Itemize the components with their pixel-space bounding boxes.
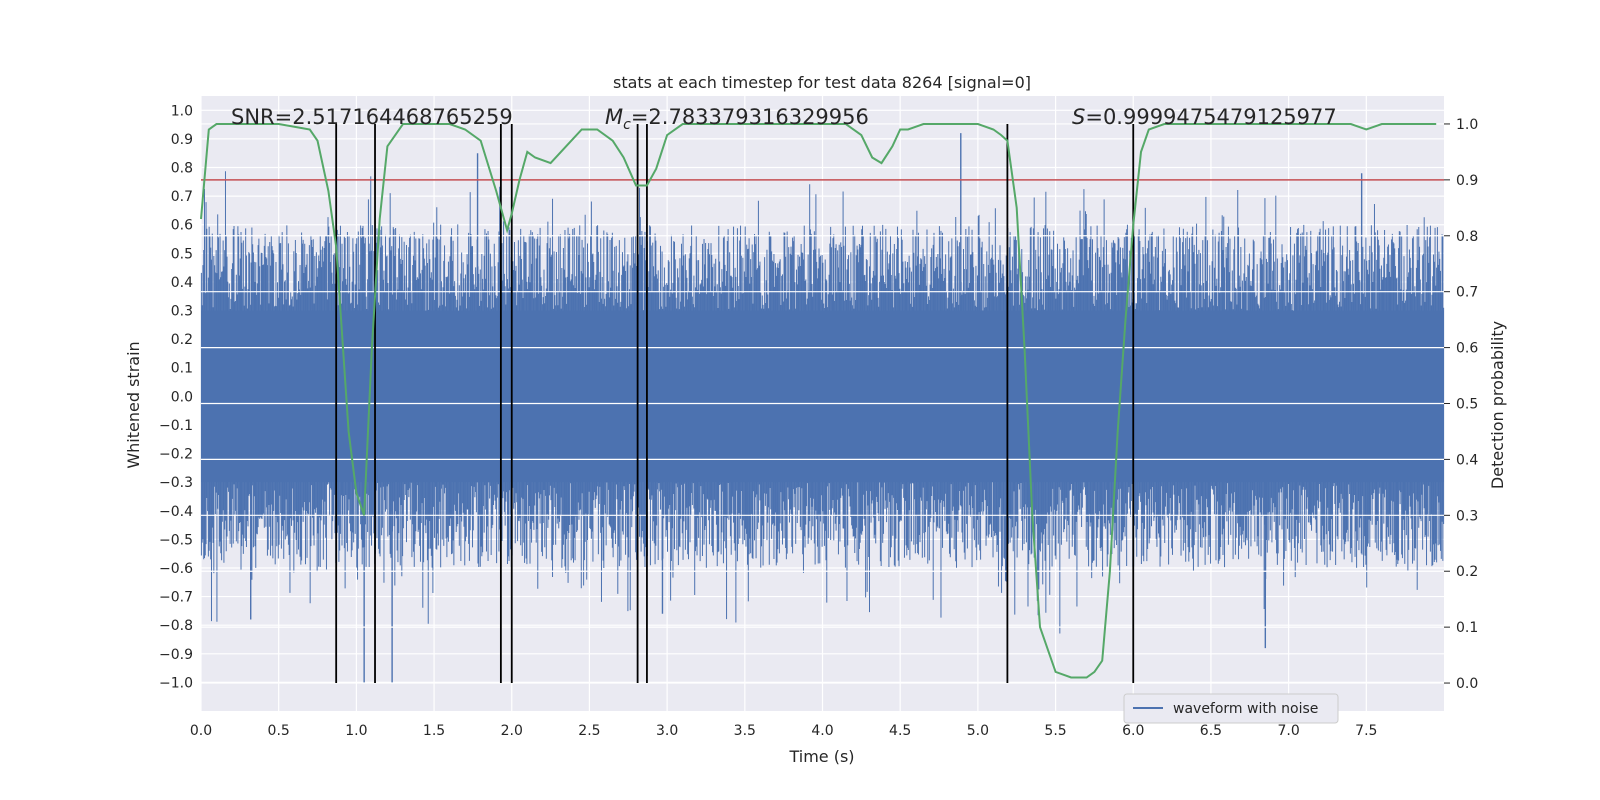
y2-tick-label: 0.6 (1456, 341, 1478, 357)
y-axis-label: Whitened strain (124, 341, 143, 468)
score-annotation: S=0.9999475479125977 (1072, 105, 1337, 129)
y2-tick-label: 0.2 (1456, 564, 1478, 580)
waveform-core (201, 310, 1444, 483)
y-tick-label: 0.5 (171, 246, 193, 262)
x-tick-label: 6.5 (1200, 723, 1222, 739)
y-tick-label: −0.6 (159, 561, 193, 577)
x-tick-label: 2.0 (501, 723, 523, 739)
x-tick-label: 1.5 (423, 723, 445, 739)
x-tick-label: 5.5 (1044, 723, 1066, 739)
x-tick-label: 0.0 (190, 723, 212, 739)
x-tick-label: 6.0 (1122, 723, 1144, 739)
probability-line (200, 123, 1437, 679)
y2-tick-label: 0.3 (1456, 508, 1478, 524)
marker-lines (335, 123, 1135, 684)
x-tick-label: 3.0 (656, 723, 678, 739)
y-tick-label: −0.2 (159, 447, 193, 463)
y2-tick-label: 0.8 (1456, 229, 1478, 245)
legend-label: waveform with noise (1173, 701, 1318, 717)
chirp-mass-value: =2.783379316329956 (631, 105, 869, 129)
y-tick-label: −0.7 (159, 590, 193, 606)
y-tick-label: −0.3 (159, 475, 193, 491)
y-tick-label: 0.2 (171, 332, 193, 348)
y-tick-label: −0.9 (159, 647, 193, 663)
x-tick-label: 7.0 (1277, 723, 1299, 739)
y-tick-label: 0.0 (171, 389, 193, 405)
y2-axis-label: Detection probability (1488, 321, 1507, 489)
y2-tick-label: 0.1 (1456, 620, 1478, 636)
y-tick-label: −0.5 (159, 532, 193, 548)
x-tick-label: 5.0 (967, 723, 989, 739)
y2-axis-ticks: 1.0 0.9 0.8 0.7 0.6 0.5 0.4 0.3 0.2 0.1 0.0 (1444, 117, 1478, 692)
x-tick-label: 4.5 (889, 723, 911, 739)
y2-tick-label: 0.4 (1456, 452, 1478, 468)
y2-tick-label: 0.5 (1456, 397, 1478, 413)
y2-tick-label: 1.0 (1456, 117, 1478, 133)
x-tick-label: 1.0 (345, 723, 367, 739)
chirp-mass-annotation: Mc=2.783379316329956 (605, 105, 869, 133)
score-symbol: S (1072, 105, 1085, 129)
score-value: =0.9999475479125977 (1085, 105, 1336, 129)
y-tick-label: 0.3 (171, 304, 193, 320)
chart-title: stats at each timestep for test data 826… (613, 73, 1031, 92)
y-tick-label: 0.1 (171, 361, 193, 377)
y-tick-label: 0.4 (171, 275, 193, 291)
probability-series (200, 123, 1437, 679)
x-tick-label: 0.5 (268, 723, 290, 739)
legend: waveform with noise (1123, 693, 1339, 724)
y2-tick-label: 0.9 (1456, 173, 1478, 189)
chirp-mass-symbol: M (605, 105, 623, 129)
x-tick-label: 3.5 (734, 723, 756, 739)
x-axis-ticks: 0.0 0.5 1.0 1.5 2.0 2.5 3.0 3.5 4.0 4.5 5.0 5.5 6.0 6… (190, 723, 1378, 739)
y-tick-label: 0.8 (171, 161, 193, 177)
y-tick-label: −0.8 (159, 618, 193, 634)
y-tick-label: −0.1 (159, 418, 193, 434)
y2-tick-label: 0.7 (1456, 285, 1478, 301)
y-tick-label: −0.4 (159, 504, 193, 520)
waveform-series (200, 123, 1445, 684)
x-tick-label: 2.5 (578, 723, 600, 739)
y-tick-label: −1.0 (159, 675, 193, 691)
y-tick-label: 0.7 (171, 189, 193, 205)
x-tick-label: 7.5 (1355, 723, 1377, 739)
snr-annotation: SNR=2.517164468765259 (231, 105, 513, 129)
y-tick-label: 1.0 (171, 103, 193, 119)
y-tick-label: 0.9 (171, 132, 193, 148)
y-axis-ticks: 1.0 0.9 0.8 0.7 0.6 0.5 0.4 0.3 0.2 0.1 0.0 −0.1 −0.… (159, 103, 193, 691)
x-tick-label: 4.0 (811, 723, 833, 739)
legend-box (1123, 693, 1339, 724)
x-axis-label: Time (s) (788, 747, 854, 766)
y2-tick-label: 0.0 (1456, 676, 1478, 692)
chirp-mass-subscript: c (623, 117, 631, 133)
y-tick-label: 0.6 (171, 218, 193, 234)
